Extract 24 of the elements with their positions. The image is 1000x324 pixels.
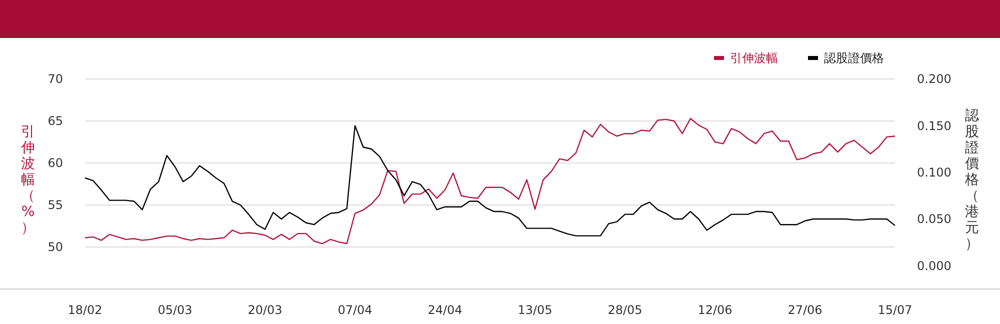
y2-tick-label: 0.150 [917,118,952,133]
x-tick-label: 05/03 [158,303,192,317]
x-tick-label: 24/04 [428,303,462,317]
x-tick-label: 18/02 [68,303,102,317]
x-tick-label: 15/07 [878,303,912,317]
y2-tick-label: 0.000 [917,258,952,273]
y2-tick-label: 0.100 [917,166,952,180]
y-axis-title: 引伸波幅（%） [20,124,35,236]
text: 認股證價格（港元） [965,108,979,252]
x-tick-label: 28/05 [608,303,642,317]
x-tick-label: 13/05 [518,303,552,317]
y-tick-label: 55 [48,198,63,212]
x-tick-label: 27/06 [788,303,822,317]
x-tick-label: 20/03 [248,303,282,317]
y-tick-label: 70 [48,72,63,86]
legend-label: 認股證價格 [824,51,884,65]
x-tick-label: 12/06 [698,303,732,317]
y-tick-label: 60 [48,156,63,170]
y2-tick-label: 0.050 [917,212,952,226]
x-tick-label: 07/04 [338,303,372,317]
y-tick-label: 65 [48,114,63,128]
y2-tick-label: 0.200 [917,72,952,86]
legend-label: 引伸波幅 [730,51,778,65]
y-tick-label: 50 [48,240,63,254]
